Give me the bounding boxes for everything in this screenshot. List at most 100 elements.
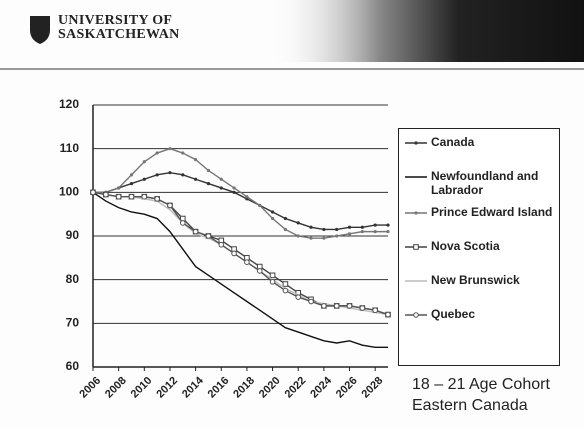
point <box>386 223 389 226</box>
point <box>181 151 184 154</box>
series-line <box>93 192 388 347</box>
point <box>414 245 419 250</box>
point <box>283 288 288 293</box>
legend-label: Newfoundland and Labrador <box>429 169 555 197</box>
point <box>271 210 274 213</box>
point <box>297 221 300 224</box>
legend: Canada Newfoundland and Labrador Prince Ed… <box>398 128 560 366</box>
annotation: 18 – 21 Age Cohort Eastern Canada <box>412 374 550 416</box>
point <box>168 171 171 174</box>
point <box>232 191 235 194</box>
legend-label: Quebec <box>429 307 475 321</box>
point <box>297 234 300 237</box>
point <box>335 234 338 237</box>
legend-label: Prince Edward Island <box>429 205 552 219</box>
point <box>284 228 287 231</box>
annotation-line: 18 – 21 Age Cohort <box>412 374 550 395</box>
x-tick-label: 2018 <box>231 375 257 401</box>
point <box>207 169 210 172</box>
y-tick-label: 80 <box>66 272 80 286</box>
point <box>180 221 185 226</box>
point <box>322 304 327 309</box>
slide: 6070809010011012020062008201020122014201… <box>0 0 584 428</box>
point <box>245 195 248 198</box>
point <box>104 192 109 197</box>
x-tick-label: 2024 <box>308 374 334 400</box>
university-name: UNIVERSITY OF SASKATCHEWAN <box>58 14 180 42</box>
point <box>130 182 133 185</box>
annotation-line: Eastern Canada <box>412 395 550 416</box>
x-tick-label: 2010 <box>129 375 155 401</box>
point <box>322 237 325 240</box>
legend-swatch <box>403 137 429 149</box>
point <box>361 226 364 229</box>
point <box>168 203 173 208</box>
x-tick-label: 2016 <box>206 375 232 401</box>
logo-shield <box>30 16 50 44</box>
legend-item: New Brunswick <box>403 273 555 299</box>
point <box>155 197 160 202</box>
point <box>181 173 184 176</box>
legend-swatch <box>403 275 429 287</box>
point <box>156 151 159 154</box>
x-tick-label: 2020 <box>257 375 283 401</box>
point <box>373 308 378 313</box>
point <box>270 273 275 278</box>
series-line <box>93 173 388 230</box>
y-tick-label: 90 <box>66 228 80 242</box>
point <box>220 178 223 181</box>
point <box>117 186 120 189</box>
x-tick-label: 2022 <box>283 375 309 401</box>
point <box>130 173 133 176</box>
point <box>386 230 389 233</box>
point <box>283 282 288 287</box>
point <box>270 280 275 285</box>
point <box>309 299 314 304</box>
point <box>361 230 364 233</box>
legend-item: Quebec <box>403 307 555 333</box>
legend-item: Newfoundland and Labrador <box>403 169 555 197</box>
point <box>334 304 339 309</box>
legend-item: Canada <box>403 135 555 161</box>
point <box>142 194 147 199</box>
point <box>206 234 211 239</box>
x-tick-label: 2026 <box>334 375 360 401</box>
point <box>143 160 146 163</box>
x-tick-label: 2006 <box>77 375 103 401</box>
point <box>386 312 391 317</box>
series-line <box>93 149 388 239</box>
point <box>116 194 121 199</box>
y-tick-label: 110 <box>60 141 80 155</box>
point <box>245 260 250 265</box>
y-tick-label: 120 <box>59 97 79 111</box>
point <box>194 178 197 181</box>
point <box>322 228 325 231</box>
point <box>258 204 261 207</box>
point <box>347 304 352 309</box>
point <box>414 141 417 144</box>
y-tick-label: 70 <box>66 316 80 330</box>
point <box>129 194 134 199</box>
header-line: SASKATCHEWAN <box>58 28 180 42</box>
legend-item: Prince Edward Island <box>403 205 555 231</box>
point <box>143 178 146 181</box>
x-tick-label: 2014 <box>180 374 206 400</box>
legend-label: New Brunswick <box>429 273 520 287</box>
point <box>348 232 351 235</box>
legend-swatch <box>403 207 429 219</box>
y-tick-label: 100 <box>59 185 79 199</box>
point <box>374 230 377 233</box>
header-rule <box>0 68 584 70</box>
point <box>309 237 312 240</box>
x-tick-label: 2008 <box>103 375 129 401</box>
point <box>335 228 338 231</box>
point <box>360 306 365 311</box>
point <box>296 295 301 300</box>
point <box>194 158 197 161</box>
legend-label: Nova Scotia <box>429 239 500 253</box>
point <box>257 269 262 274</box>
legend-label: Canada <box>429 135 474 149</box>
point <box>232 186 235 189</box>
x-tick-label: 2028 <box>360 375 386 401</box>
point <box>156 173 159 176</box>
